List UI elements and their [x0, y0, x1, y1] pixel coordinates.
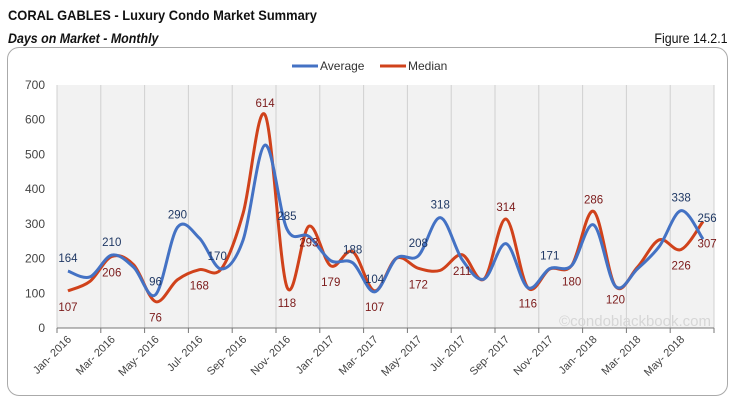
- x-tick-label: Jul- 2017: [428, 334, 468, 374]
- data-label: 168: [190, 281, 209, 293]
- data-label: 171: [540, 251, 559, 263]
- y-tick-label: 700: [25, 78, 45, 92]
- x-tick-label: Jul- 2016: [165, 334, 205, 374]
- series-line-average: [67, 143, 705, 298]
- x-tick-label: May- 2016: [116, 334, 161, 379]
- data-label: 116: [519, 299, 537, 311]
- data-label: 164: [58, 253, 78, 265]
- x-tick-label: Jan- 2017: [294, 334, 337, 377]
- data-label: 318: [431, 200, 450, 212]
- legend-label-median: Median: [408, 59, 447, 73]
- x-tick-label: Sep- 2016: [205, 334, 249, 378]
- data-label: 290: [168, 209, 187, 221]
- data-label: 170: [208, 251, 227, 263]
- x-tick-label: Jan- 2018: [557, 334, 600, 377]
- y-tick-label: 500: [25, 147, 45, 161]
- figure-number: Figure 14.2.1: [654, 31, 728, 46]
- x-tick-label: Mar- 2016: [74, 334, 118, 378]
- data-label: 286: [584, 194, 603, 206]
- y-tick-label: 600: [25, 113, 45, 127]
- legend-label-average: Average: [320, 59, 365, 73]
- data-label: 211: [453, 266, 471, 278]
- plot-area: [57, 85, 714, 328]
- data-label: 118: [278, 298, 296, 310]
- data-label: 96: [149, 277, 162, 289]
- y-tick-label: 100: [25, 286, 45, 300]
- x-tick-label: May- 2018: [642, 334, 687, 379]
- y-tick-label: 0: [38, 321, 45, 335]
- data-label: 179: [321, 277, 340, 289]
- chart-subtitle: Days on Market - Monthly: [8, 31, 159, 46]
- x-tick-label: May- 2017: [379, 334, 424, 379]
- data-label: 120: [606, 294, 625, 306]
- report-title: CORAL GABLES - Luxury Condo Market Summa…: [8, 7, 317, 23]
- data-label: 614: [255, 98, 275, 110]
- data-label: 172: [409, 279, 428, 291]
- data-label: 293: [299, 237, 318, 249]
- data-label: 208: [409, 238, 428, 250]
- data-label: 104: [365, 274, 385, 286]
- data-label: 285: [277, 211, 296, 223]
- y-tick-label: 200: [25, 252, 45, 266]
- data-label: 206: [102, 267, 121, 279]
- data-label: 338: [672, 193, 691, 205]
- y-tick-label: 400: [25, 182, 45, 196]
- y-tick-label: 300: [25, 217, 45, 231]
- x-tick-label: Mar- 2017: [337, 334, 381, 378]
- x-tick-label: Mar- 2018: [600, 334, 644, 378]
- x-tick-label: Nov- 2016: [249, 334, 293, 378]
- data-label: 188: [343, 245, 362, 257]
- data-label: 210: [102, 237, 121, 249]
- data-label: 107: [365, 302, 384, 314]
- x-tick-label: Jan- 2016: [31, 334, 74, 377]
- data-label: 76: [149, 313, 162, 325]
- data-label: 307: [697, 238, 716, 250]
- data-label: 314: [496, 202, 516, 214]
- data-label: 226: [672, 261, 691, 273]
- x-tick-label: Nov- 2017: [511, 334, 555, 378]
- data-label: 256: [697, 213, 716, 225]
- watermark: ©condoblackbook.com: [559, 313, 711, 330]
- x-tick-label: Sep- 2017: [468, 334, 512, 378]
- data-label: 180: [562, 277, 581, 289]
- data-label: 107: [58, 302, 77, 314]
